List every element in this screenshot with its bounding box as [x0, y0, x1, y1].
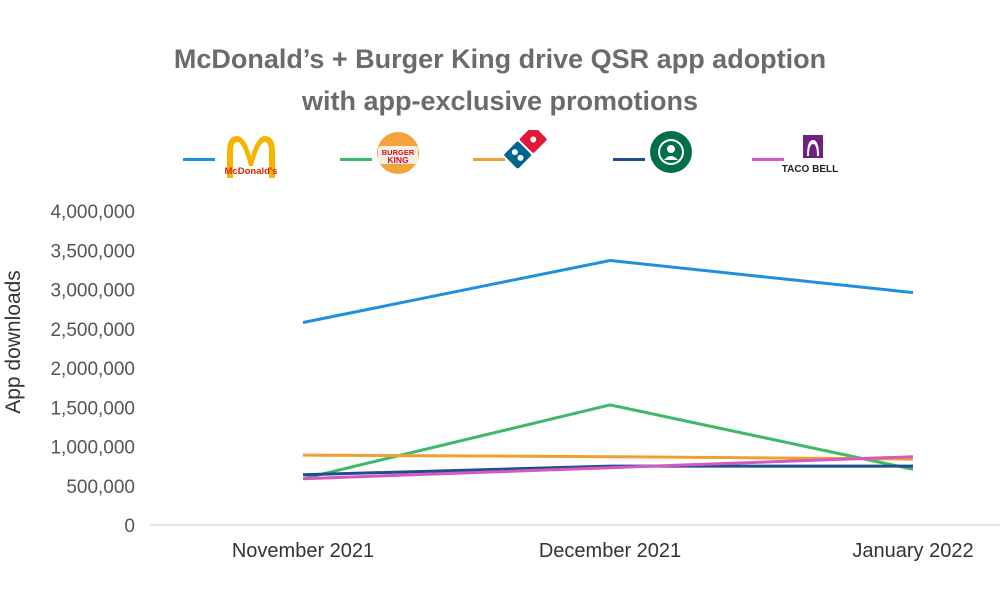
- y-axis-label: App downloads: [2, 270, 25, 414]
- y-tick-label: 3,000,000: [50, 281, 135, 302]
- y-tick-label: 4,000,000: [50, 202, 135, 223]
- chart-title: McDonald’s + Burger King drive QSR app a…: [173, 44, 827, 74]
- taco-bell-logo: TACO BELL: [782, 135, 838, 175]
- x-tick-label: November 2021: [232, 540, 374, 562]
- chart-subtitle: with app-exclusive promotions: [301, 86, 699, 116]
- y-tick-labels: 0 500,000 1,000,000 1,500,000 2,000,000 2,500…: [50, 202, 135, 537]
- series-line-taco-bell: [302, 455, 914, 481]
- mcdonalds-logo: McDonald's: [225, 136, 278, 178]
- x-tick-label: January 2022: [852, 540, 973, 562]
- dominos-logo: [504, 130, 547, 169]
- svg-text:TACO BELL: TACO BELL: [782, 164, 838, 175]
- legend-swatch: [473, 158, 505, 161]
- y-tick-label: 1,500,000: [50, 398, 135, 419]
- legend-swatch: [183, 158, 215, 161]
- starbucks-logo: [650, 131, 692, 173]
- series-line-mcdonalds: [302, 259, 914, 324]
- series-line-dominos: [302, 453, 914, 461]
- legend-swatch: [613, 158, 645, 161]
- y-tick-label: 2,000,000: [50, 359, 135, 380]
- burger-king-logo: BURGER KING: [377, 132, 419, 174]
- y-tick-label: 500,000: [66, 477, 135, 498]
- legend: McDonald's BURGER KING: [0, 125, 1000, 185]
- svg-text:BURGER: BURGER: [382, 148, 415, 157]
- chart-title-block: McDonald’s + Burger King drive QSR app a…: [0, 38, 1000, 122]
- legend-swatch: [752, 158, 784, 161]
- series-line-burger-king: [302, 403, 914, 481]
- svg-text:KING: KING: [387, 155, 409, 165]
- series-line-starbucks: [302, 464, 913, 477]
- x-tick-labels: November 2021 December 2021 January 2022: [232, 540, 974, 562]
- legend-swatch: [340, 158, 372, 161]
- svg-text:McDonald's: McDonald's: [225, 166, 278, 177]
- x-tick-label: December 2021: [539, 540, 681, 562]
- y-tick-label: 3,500,000: [50, 241, 135, 262]
- y-tick-label: 0: [124, 516, 135, 537]
- y-tick-label: 1,000,000: [50, 438, 135, 459]
- series-lines: [302, 259, 914, 481]
- y-tick-label: 2,500,000: [50, 320, 135, 341]
